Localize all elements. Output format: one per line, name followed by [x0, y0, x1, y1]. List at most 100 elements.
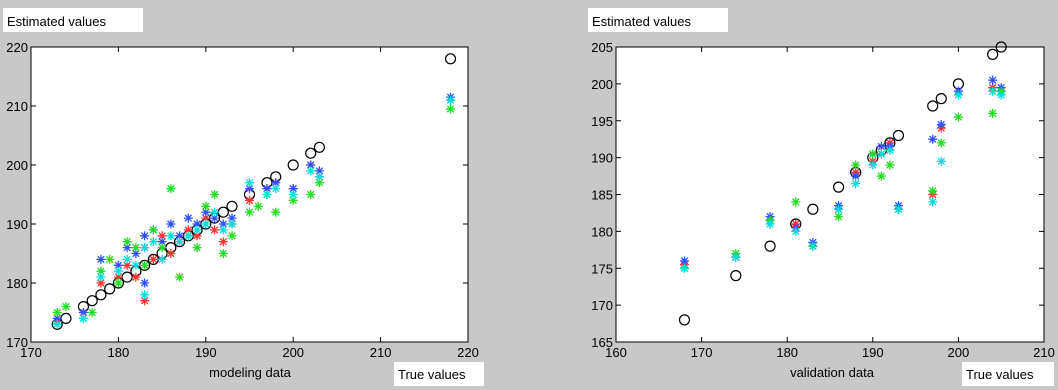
data-point-circle — [832, 181, 845, 193]
data-point-star — [192, 231, 202, 241]
data-point-star — [52, 319, 62, 329]
xlabel: validation data — [790, 365, 875, 380]
y-tick-label: 185 — [591, 188, 613, 203]
data-point-star — [201, 207, 211, 217]
data-point-star — [928, 186, 938, 196]
data-point-star — [166, 249, 176, 258]
data-point-star — [834, 204, 844, 214]
data-point-star — [679, 263, 689, 273]
data-point-star — [122, 260, 132, 270]
data-point-circle — [444, 53, 457, 65]
data-point-star — [262, 184, 272, 194]
data-point-star — [791, 197, 801, 207]
data-point-star — [210, 225, 220, 235]
data-point-star — [96, 254, 106, 264]
corner-label: True values — [966, 367, 1034, 382]
data-point-star — [996, 90, 1006, 100]
x-tick-label: 170 — [691, 345, 713, 360]
data-point-star — [936, 119, 946, 129]
x-tick-label: 180 — [108, 345, 130, 360]
y-tick-label: 200 — [591, 77, 613, 92]
y-tick-label: 170 — [591, 298, 613, 313]
data-point-star — [988, 75, 998, 85]
data-point-star — [148, 225, 158, 235]
data-point-star — [253, 201, 263, 211]
corner-label-box — [394, 362, 484, 386]
data-point-circle — [95, 289, 107, 301]
data-point-star — [113, 260, 123, 270]
data-point-circle — [995, 41, 1007, 53]
data-point-star — [140, 278, 150, 288]
data-point-star — [192, 243, 202, 253]
x-tick-label: 200 — [282, 345, 304, 360]
x-tick-label: 160 — [605, 345, 627, 360]
data-point-star — [218, 225, 228, 235]
data-point-circle — [927, 100, 939, 112]
data-point-star — [131, 243, 141, 253]
data-point-star — [218, 219, 228, 229]
data-point-star — [131, 272, 141, 282]
data-point-star — [227, 213, 237, 223]
data-point-star — [218, 237, 228, 247]
y-tick-label: 200 — [6, 158, 28, 173]
data-point-star — [808, 241, 818, 251]
data-point-star — [52, 308, 62, 317]
data-point-circle — [287, 159, 299, 171]
data-point-star — [122, 254, 132, 264]
data-point-star — [245, 207, 254, 217]
x-tick-label: 210 — [370, 345, 392, 360]
data-point-circle — [305, 147, 317, 159]
ylabel-box — [3, 8, 143, 32]
data-point-star — [953, 112, 963, 122]
x-tick-label: 190 — [195, 345, 217, 360]
data-point-star — [446, 104, 456, 114]
y-tick-label: 205 — [591, 40, 613, 55]
data-point-circle — [730, 270, 742, 282]
data-point-star — [183, 231, 193, 241]
data-point-star — [953, 90, 963, 100]
data-point-star — [87, 308, 97, 317]
data-point-star — [157, 243, 167, 253]
data-point-star — [306, 190, 316, 199]
corner-label-box — [962, 362, 1054, 386]
data-point-star — [288, 190, 298, 199]
data-point-circle — [86, 295, 98, 307]
data-point-star — [96, 278, 106, 288]
data-point-star — [210, 190, 220, 199]
data-point-star — [928, 134, 938, 144]
data-marks — [51, 53, 457, 330]
data-point-star — [271, 178, 281, 188]
data-point-star — [192, 219, 202, 229]
data-point-star — [210, 207, 220, 217]
y-tick-label: 175 — [591, 261, 613, 276]
data-point-star — [765, 219, 775, 229]
data-point-star — [791, 226, 801, 236]
data-point-circle — [935, 93, 947, 105]
data-point-star — [113, 278, 123, 288]
x-tick-label: 210 — [1033, 345, 1055, 360]
data-point-star — [131, 260, 141, 270]
data-point-star — [166, 184, 176, 194]
data-point-star — [192, 225, 202, 235]
data-point-star — [851, 160, 861, 170]
x-tick-label: 180 — [776, 345, 798, 360]
data-point-star — [731, 252, 741, 262]
plot-area — [30, 46, 469, 343]
data-point-star — [245, 184, 254, 194]
data-point-star — [96, 266, 106, 276]
data-point-star — [988, 86, 998, 96]
data-point-circle — [226, 200, 238, 212]
y-tick-label: 190 — [591, 151, 613, 166]
data-point-star — [78, 313, 88, 323]
data-point-star — [227, 219, 237, 229]
data-point-star — [306, 160, 316, 170]
data-point-star — [61, 302, 71, 312]
ylabel: Estimated values — [592, 14, 691, 29]
data-point-star — [157, 254, 167, 264]
plot-area — [615, 46, 1045, 343]
axes: 160 170 180 190 200 210 165 170 175 180 185 190 195 2… — [591, 40, 1055, 360]
data-point-star — [893, 204, 903, 214]
data-point-star — [210, 213, 220, 223]
x-tick-label: 190 — [862, 345, 884, 360]
